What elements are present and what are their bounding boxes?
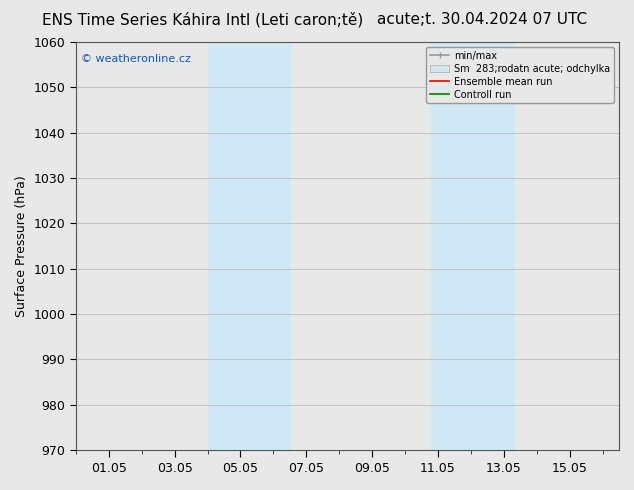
Text: acute;t. 30.04.2024 07 UTC: acute;t. 30.04.2024 07 UTC (377, 12, 587, 27)
Text: © weatheronline.cz: © weatheronline.cz (81, 54, 191, 64)
Y-axis label: Surface Pressure (hPa): Surface Pressure (hPa) (15, 175, 28, 317)
Bar (431, 42, 514, 450)
Bar (207, 42, 290, 450)
Text: ENS Time Series Káhira Intl (Leti caron;tě): ENS Time Series Káhira Intl (Leti caron;… (42, 12, 363, 28)
Legend: min/max, Sm  283;rodatn acute; odchylka, Ensemble mean run, Controll run: min/max, Sm 283;rodatn acute; odchylka, … (426, 47, 614, 103)
